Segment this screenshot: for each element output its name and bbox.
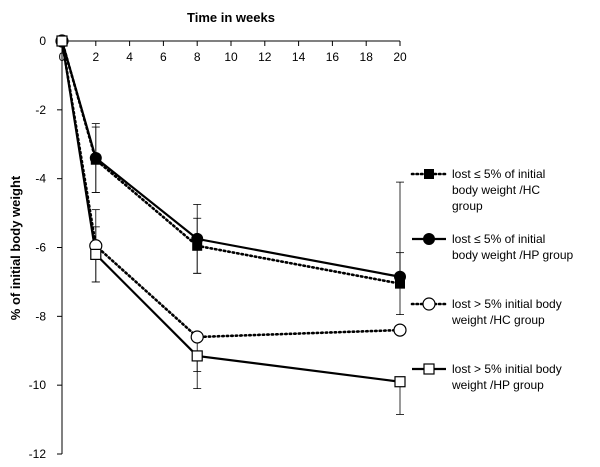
series-2-point — [394, 270, 406, 283]
x-tick-label: 16 — [326, 50, 340, 64]
legend-label-2: body weight /HP group — [452, 248, 574, 262]
series-4-point — [56, 35, 68, 47]
y-tick-label: -6 — [35, 241, 46, 255]
legend-label-1: body weight /HC — [452, 183, 540, 197]
legend-label-1: lost ≤ 5% of initial — [452, 167, 545, 181]
legend-label-1: group — [452, 199, 483, 213]
y-axis-title: % of initial body weight — [8, 175, 23, 320]
series-4-point — [191, 350, 203, 362]
x-tick-label: 6 — [160, 50, 167, 64]
series-1-point — [192, 240, 203, 251]
series-3-point — [190, 330, 204, 344]
y-tick-label: -4 — [35, 172, 46, 186]
legend-marker-2 — [423, 233, 435, 245]
x-tick-label: 10 — [224, 50, 238, 64]
series-lines — [60, 39, 402, 383]
x-tick-label: 4 — [126, 50, 133, 64]
x-axis-ticks: 02468101214161820 — [59, 41, 407, 64]
series-line-4 — [60, 40, 401, 383]
y-tick-label: -8 — [35, 309, 46, 323]
series-line-3 — [60, 39, 402, 339]
x-tick-label: 18 — [360, 50, 374, 64]
series-line-1 — [60, 39, 402, 285]
series-1-point — [395, 278, 405, 289]
series-2-point — [191, 232, 204, 245]
legend: lost ≤ 5% of initial body weight /HC group… — [410, 167, 574, 392]
x-tick-label: 14 — [292, 50, 306, 64]
legend-marker-3 — [422, 297, 436, 311]
series-3-point — [393, 323, 407, 337]
x-tick-label: 20 — [393, 50, 407, 64]
x-tick-label: 8 — [194, 50, 201, 64]
legend-label-2: lost ≤ 5% of initial — [452, 232, 545, 246]
series-4-point — [394, 376, 406, 388]
legend-label-4: weight /HP group — [451, 378, 544, 392]
y-tick-label: -10 — [29, 378, 47, 392]
y-tick-label: -2 — [35, 103, 46, 117]
series-line-2 — [60, 40, 401, 278]
y-tick-label: 0 — [39, 34, 46, 48]
legend-marker-1 — [424, 169, 434, 179]
x-tick-label: 12 — [258, 50, 272, 64]
y-tick-label: -12 — [29, 447, 47, 461]
series-2-point — [89, 152, 102, 165]
y-axis-ticks: 0 -2 -4 -6 -8 -10 -12 — [29, 34, 62, 461]
legend-label-3: weight /HC group — [451, 313, 545, 327]
legend-label-3: lost > 5% initial body — [452, 297, 562, 311]
x-tick-label: 2 — [92, 50, 99, 64]
legend-label-4: lost > 5% initial body — [452, 362, 562, 376]
series-markers — [55, 34, 407, 388]
legend-marker-4 — [423, 363, 435, 375]
x-axis-title: Time in weeks — [187, 10, 275, 25]
series-4-point — [90, 248, 102, 260]
